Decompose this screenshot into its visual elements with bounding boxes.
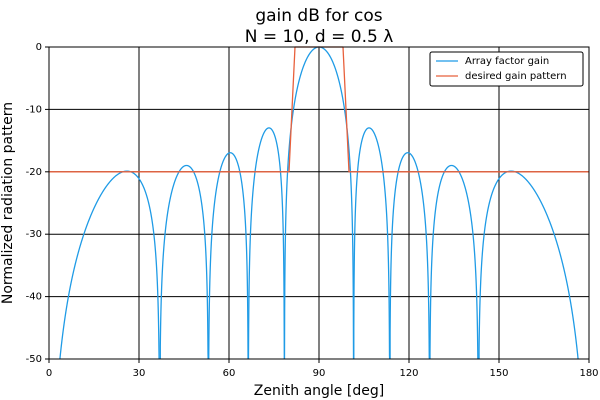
- y-tick-label: -10: [26, 104, 42, 115]
- series-line-array-factor: [159, 164, 209, 360]
- y-tick-label: -20: [26, 167, 42, 178]
- y-tick-label: 0: [36, 42, 42, 53]
- y-tick-label: -50: [26, 354, 42, 365]
- y-axis-title: Normalized radiation pattern: [0, 102, 16, 304]
- legend: Array factor gain desired gain pattern: [429, 51, 584, 87]
- x-tick-label: 120: [399, 368, 418, 379]
- y-tick-label: -40: [26, 292, 42, 303]
- x-tick-label: 180: [579, 368, 598, 379]
- x-tick-label: 60: [223, 368, 236, 379]
- x-tick-label: 0: [46, 368, 52, 379]
- series-line-array-factor: [247, 127, 285, 360]
- grid: [49, 47, 589, 359]
- chart-title-line2: N = 10, d = 0.5 λ: [245, 27, 394, 47]
- series-line-array-factor: [389, 152, 431, 360]
- x-tick-label: 90: [313, 368, 326, 379]
- series-line-array-factor: [208, 152, 249, 360]
- ticks: 0 30 60 90 120 150 180 0 -10 -20 -30 -40 -50: [26, 42, 599, 379]
- series-line-array-factor: [59, 170, 160, 360]
- legend-label-array-factor: Array factor gain: [465, 56, 549, 67]
- chart-title-line1: gain dB for cos: [255, 6, 382, 26]
- legend-box: [429, 51, 584, 87]
- legend-label-desired: desired gain pattern: [465, 71, 567, 82]
- series-line-array-factor: [429, 164, 479, 360]
- series-line-array-factor: [353, 127, 391, 360]
- x-axis-title: Zenith angle [deg]: [254, 383, 384, 399]
- y-tick-label: -30: [26, 229, 42, 240]
- x-tick-label: 150: [489, 368, 508, 379]
- x-tick-label: 30: [133, 368, 146, 379]
- series-line-array-factor: [478, 170, 579, 360]
